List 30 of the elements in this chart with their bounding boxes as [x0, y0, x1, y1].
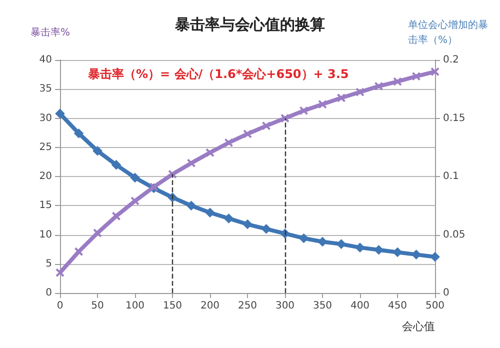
y-tick-label: 15 [39, 200, 52, 212]
y-tick-label: 30 [39, 112, 52, 124]
x-tick-label: 400 [350, 300, 370, 312]
x-tick-label: 150 [162, 300, 182, 312]
y-tick-label: 20 [39, 171, 52, 182]
chart-title: 暴击率与会心值的换算 [174, 16, 325, 34]
y-axis-title: 暴击率% [30, 26, 70, 38]
x-tick-label: 500 [425, 300, 445, 312]
y-tick-label: 40 [39, 54, 52, 66]
x-axis-title: 会心值 [402, 320, 435, 333]
x-tick-label: 0 [56, 300, 64, 312]
y2-tick-label: 0.1 [443, 171, 459, 182]
y-tick-label: 0 [46, 288, 52, 298]
x-tick-label: 250 [238, 300, 258, 312]
x-tick-label: 50 [91, 300, 104, 312]
y-tick-label: 10 [39, 229, 52, 240]
y2-tick-label: 0.15 [443, 112, 466, 124]
y2-tick-label: 0 [443, 288, 450, 298]
y2-axis-title: 单位会心增加的暴击率（%） [408, 19, 488, 46]
x-tick-label: 450 [388, 300, 408, 312]
x-tick-label: 100 [125, 300, 145, 312]
annotation: 暴击率（%）= 会心/（1.6*会心+650）+ 3.5 [87, 67, 349, 81]
x-tick-label: 300 [275, 300, 295, 312]
y2-tick-label: 0.2 [443, 54, 459, 66]
y-tick-label: 35 [39, 84, 52, 95]
x-tick-label: 350 [312, 300, 332, 312]
y-tick-label: 5 [46, 258, 52, 270]
y2-tick-label: 0.05 [443, 229, 466, 240]
x-tick-label: 200 [200, 300, 220, 312]
y-tick-label: 25 [39, 142, 52, 153]
